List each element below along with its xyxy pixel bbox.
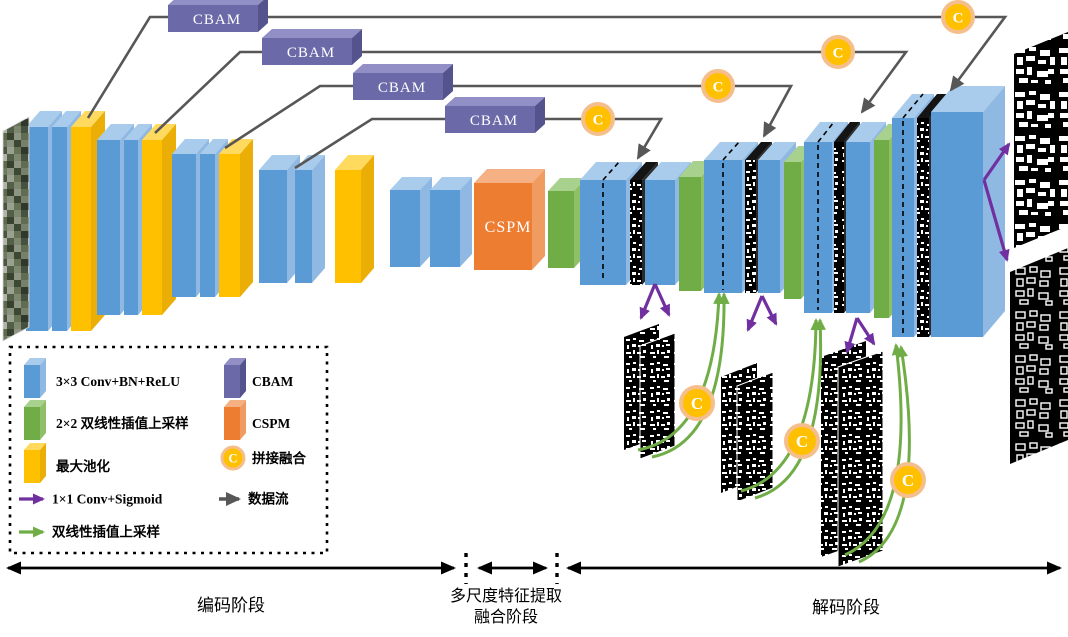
- maxpool-block: [219, 139, 253, 297]
- legend-label: CSPM: [252, 416, 291, 431]
- cbam-block-icon: [224, 358, 246, 398]
- concat-node: C: [581, 102, 615, 136]
- conv-block: [259, 155, 300, 283]
- cbam-module: [353, 64, 453, 100]
- svg-text:C: C: [902, 471, 914, 490]
- legend-label: 1×1 Conv+Sigmoid: [52, 492, 163, 507]
- concat-node: C: [890, 462, 926, 498]
- skip-connection-line-3: [224, 84, 794, 150]
- svg-text:C: C: [593, 113, 604, 129]
- legend-label: 数据流: [248, 491, 289, 507]
- cbam-module: [168, 0, 268, 32]
- output-mask-map: [1014, 32, 1068, 248]
- legend-label: 2×2 双线性插值上采样: [56, 415, 189, 431]
- skip-connection-line-2: [154, 50, 909, 134]
- svg-text:C: C: [691, 394, 703, 413]
- svg-text:C: C: [833, 46, 844, 62]
- output-edge-map: [1010, 248, 1068, 464]
- network-blocks: [26, 86, 1005, 337]
- cbam-label-2: CBAM: [287, 45, 335, 61]
- cspm-label: CSPM: [485, 219, 532, 236]
- svg-text:C: C: [796, 432, 808, 451]
- upsample-block-icon: [24, 400, 46, 440]
- cspm-block: [474, 169, 545, 270]
- sigmoid-arrow: [746, 295, 764, 332]
- decoder-conv-block: [580, 161, 642, 285]
- sigmoid-arrow: [982, 142, 1011, 181]
- cbam-module: [262, 29, 362, 65]
- stage-axis: 编码阶段 多尺度特征提取 融合阶段 解码阶段: [6, 553, 1062, 626]
- concat-node: C: [701, 69, 735, 103]
- cbam-modules: [168, 0, 545, 133]
- sigmoid-arrows: [639, 142, 1011, 354]
- legend-box: C 3×3 Conv+BN+ReLU 2×2 双线性插值上采样 最大池化 1×1…: [8, 345, 329, 555]
- concat-node-icon: [220, 445, 246, 471]
- prediction-map: [736, 371, 774, 503]
- fusion-stage-label-line1: 多尺度特征提取: [450, 587, 562, 605]
- svg-text:C: C: [953, 11, 964, 27]
- maxpool-block-icon: [24, 443, 46, 483]
- conv-block: [295, 155, 325, 283]
- cbam-module: [445, 97, 545, 133]
- maxpool-block: [142, 124, 176, 315]
- encode-stage-label: 编码阶段: [197, 596, 265, 615]
- sigmoid-arrow: [653, 283, 671, 317]
- sigmoid-arrow: [855, 317, 876, 346]
- legend-label: 拼接融合: [252, 450, 306, 466]
- legend-label: 双线性插值上采样: [52, 524, 160, 540]
- decode-stage-label: 解码阶段: [812, 598, 880, 617]
- skip-connection-line-1: [86, 15, 1008, 119]
- input-image: [2, 116, 30, 342]
- sigmoid-arrow: [982, 179, 1010, 262]
- legend-label: CBAM: [252, 374, 294, 389]
- prediction-map: [639, 332, 676, 460]
- cbam-label-1: CBAM: [193, 12, 241, 28]
- concat-node: C: [821, 35, 855, 69]
- sigmoid-arrow: [844, 317, 859, 354]
- prediction-map: [837, 350, 884, 568]
- sigmoid-arrow: [760, 295, 778, 326]
- sigmoid-arrow: [639, 283, 657, 320]
- conv-block: [390, 177, 432, 267]
- conv-block: [430, 177, 472, 267]
- concat-node: C: [679, 385, 715, 421]
- maxpool-block: [335, 155, 374, 283]
- cspm-block-icon: [224, 400, 246, 440]
- svg-text:C: C: [228, 452, 237, 466]
- svg-text:C: C: [713, 80, 724, 96]
- legend-label: 最大池化: [56, 458, 110, 474]
- concat-node: C: [941, 0, 975, 34]
- cbam-label-3: CBAM: [378, 80, 426, 96]
- conv-block-icon: [24, 358, 46, 398]
- legend-border: [8, 345, 329, 555]
- cbam-label-4: CBAM: [470, 113, 518, 129]
- legend-label: 3×3 Conv+BN+ReLU: [56, 374, 180, 389]
- fusion-stage-label-line2: 融合阶段: [474, 608, 538, 626]
- concat-node: C: [784, 423, 820, 459]
